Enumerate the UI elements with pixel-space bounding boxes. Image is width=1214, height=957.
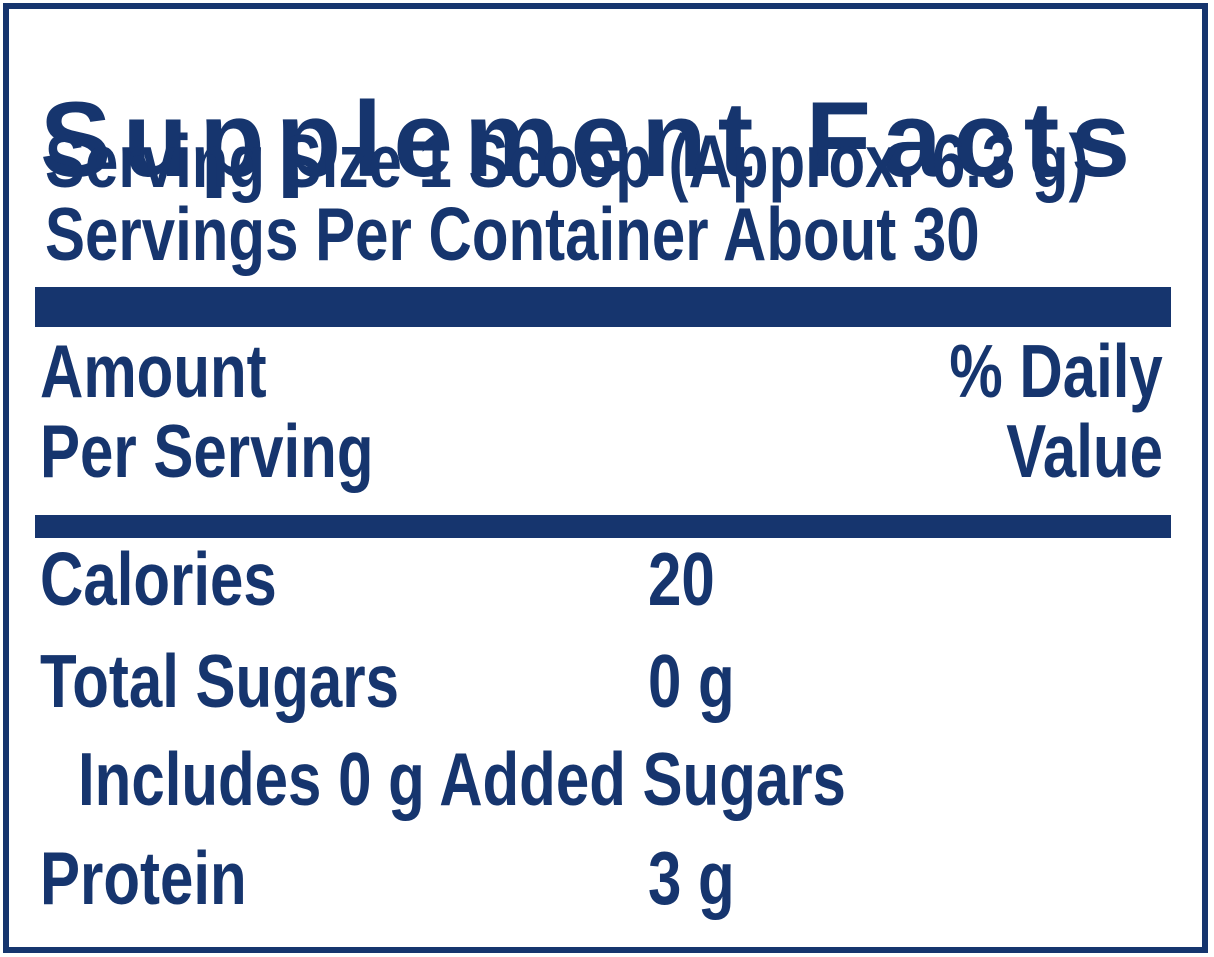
nutrient-value-total-sugars: 0 g [648, 639, 735, 723]
nutrient-row-calories: Calories [40, 542, 336, 617]
panel-title: Supplement Facts [40, 78, 1142, 199]
column-header-daily-value-2: Value [967, 414, 1163, 489]
column-header-daily-value: % Daily [896, 334, 1163, 409]
serving-size-text: Serving Size 1 Scoop (Approx. 6.3 g) [45, 119, 1089, 203]
nutrient-value-calories: 20 [648, 537, 715, 621]
nutrient-value-protein-wrap: 3 g [648, 841, 756, 916]
column-header-amount: Amount [40, 334, 323, 409]
nutrient-value-calories-wrap: 20 [648, 542, 731, 617]
serving-size-line: Serving Size 1 Scoop (Approx. 6.3 g) [45, 124, 1214, 199]
nutrient-value-total-sugars-wrap: 0 g [648, 644, 756, 719]
column-header-daily-value-line2: Value [1006, 409, 1163, 493]
column-header-per-serving: Per Serving [40, 414, 457, 489]
column-header-daily-value-line1: % Daily [949, 329, 1163, 413]
divider-bar-thin [35, 515, 1171, 538]
nutrient-name-added-sugars: Includes 0 g Added Sugars [78, 737, 846, 821]
nutrient-row-added-sugars: Includes 0 g Added Sugars [78, 742, 1038, 817]
nutrient-row-total-sugars: Total Sugars [40, 644, 489, 719]
column-header-amount-line2: Per Serving [40, 409, 374, 493]
servings-per-container-line: Servings Per Container About 30 [45, 197, 1213, 272]
panel-border [3, 3, 1208, 953]
nutrient-value-protein: 3 g [648, 836, 735, 920]
servings-per-container-text: Servings Per Container About 30 [45, 192, 980, 276]
nutrient-name-calories: Calories [40, 537, 277, 621]
nutrient-name-total-sugars: Total Sugars [40, 639, 399, 723]
nutrient-name-protein: Protein [40, 836, 247, 920]
nutrient-row-protein: Protein [40, 841, 298, 916]
divider-bar-thick [35, 287, 1171, 327]
column-header-amount-line1: Amount [40, 329, 267, 413]
